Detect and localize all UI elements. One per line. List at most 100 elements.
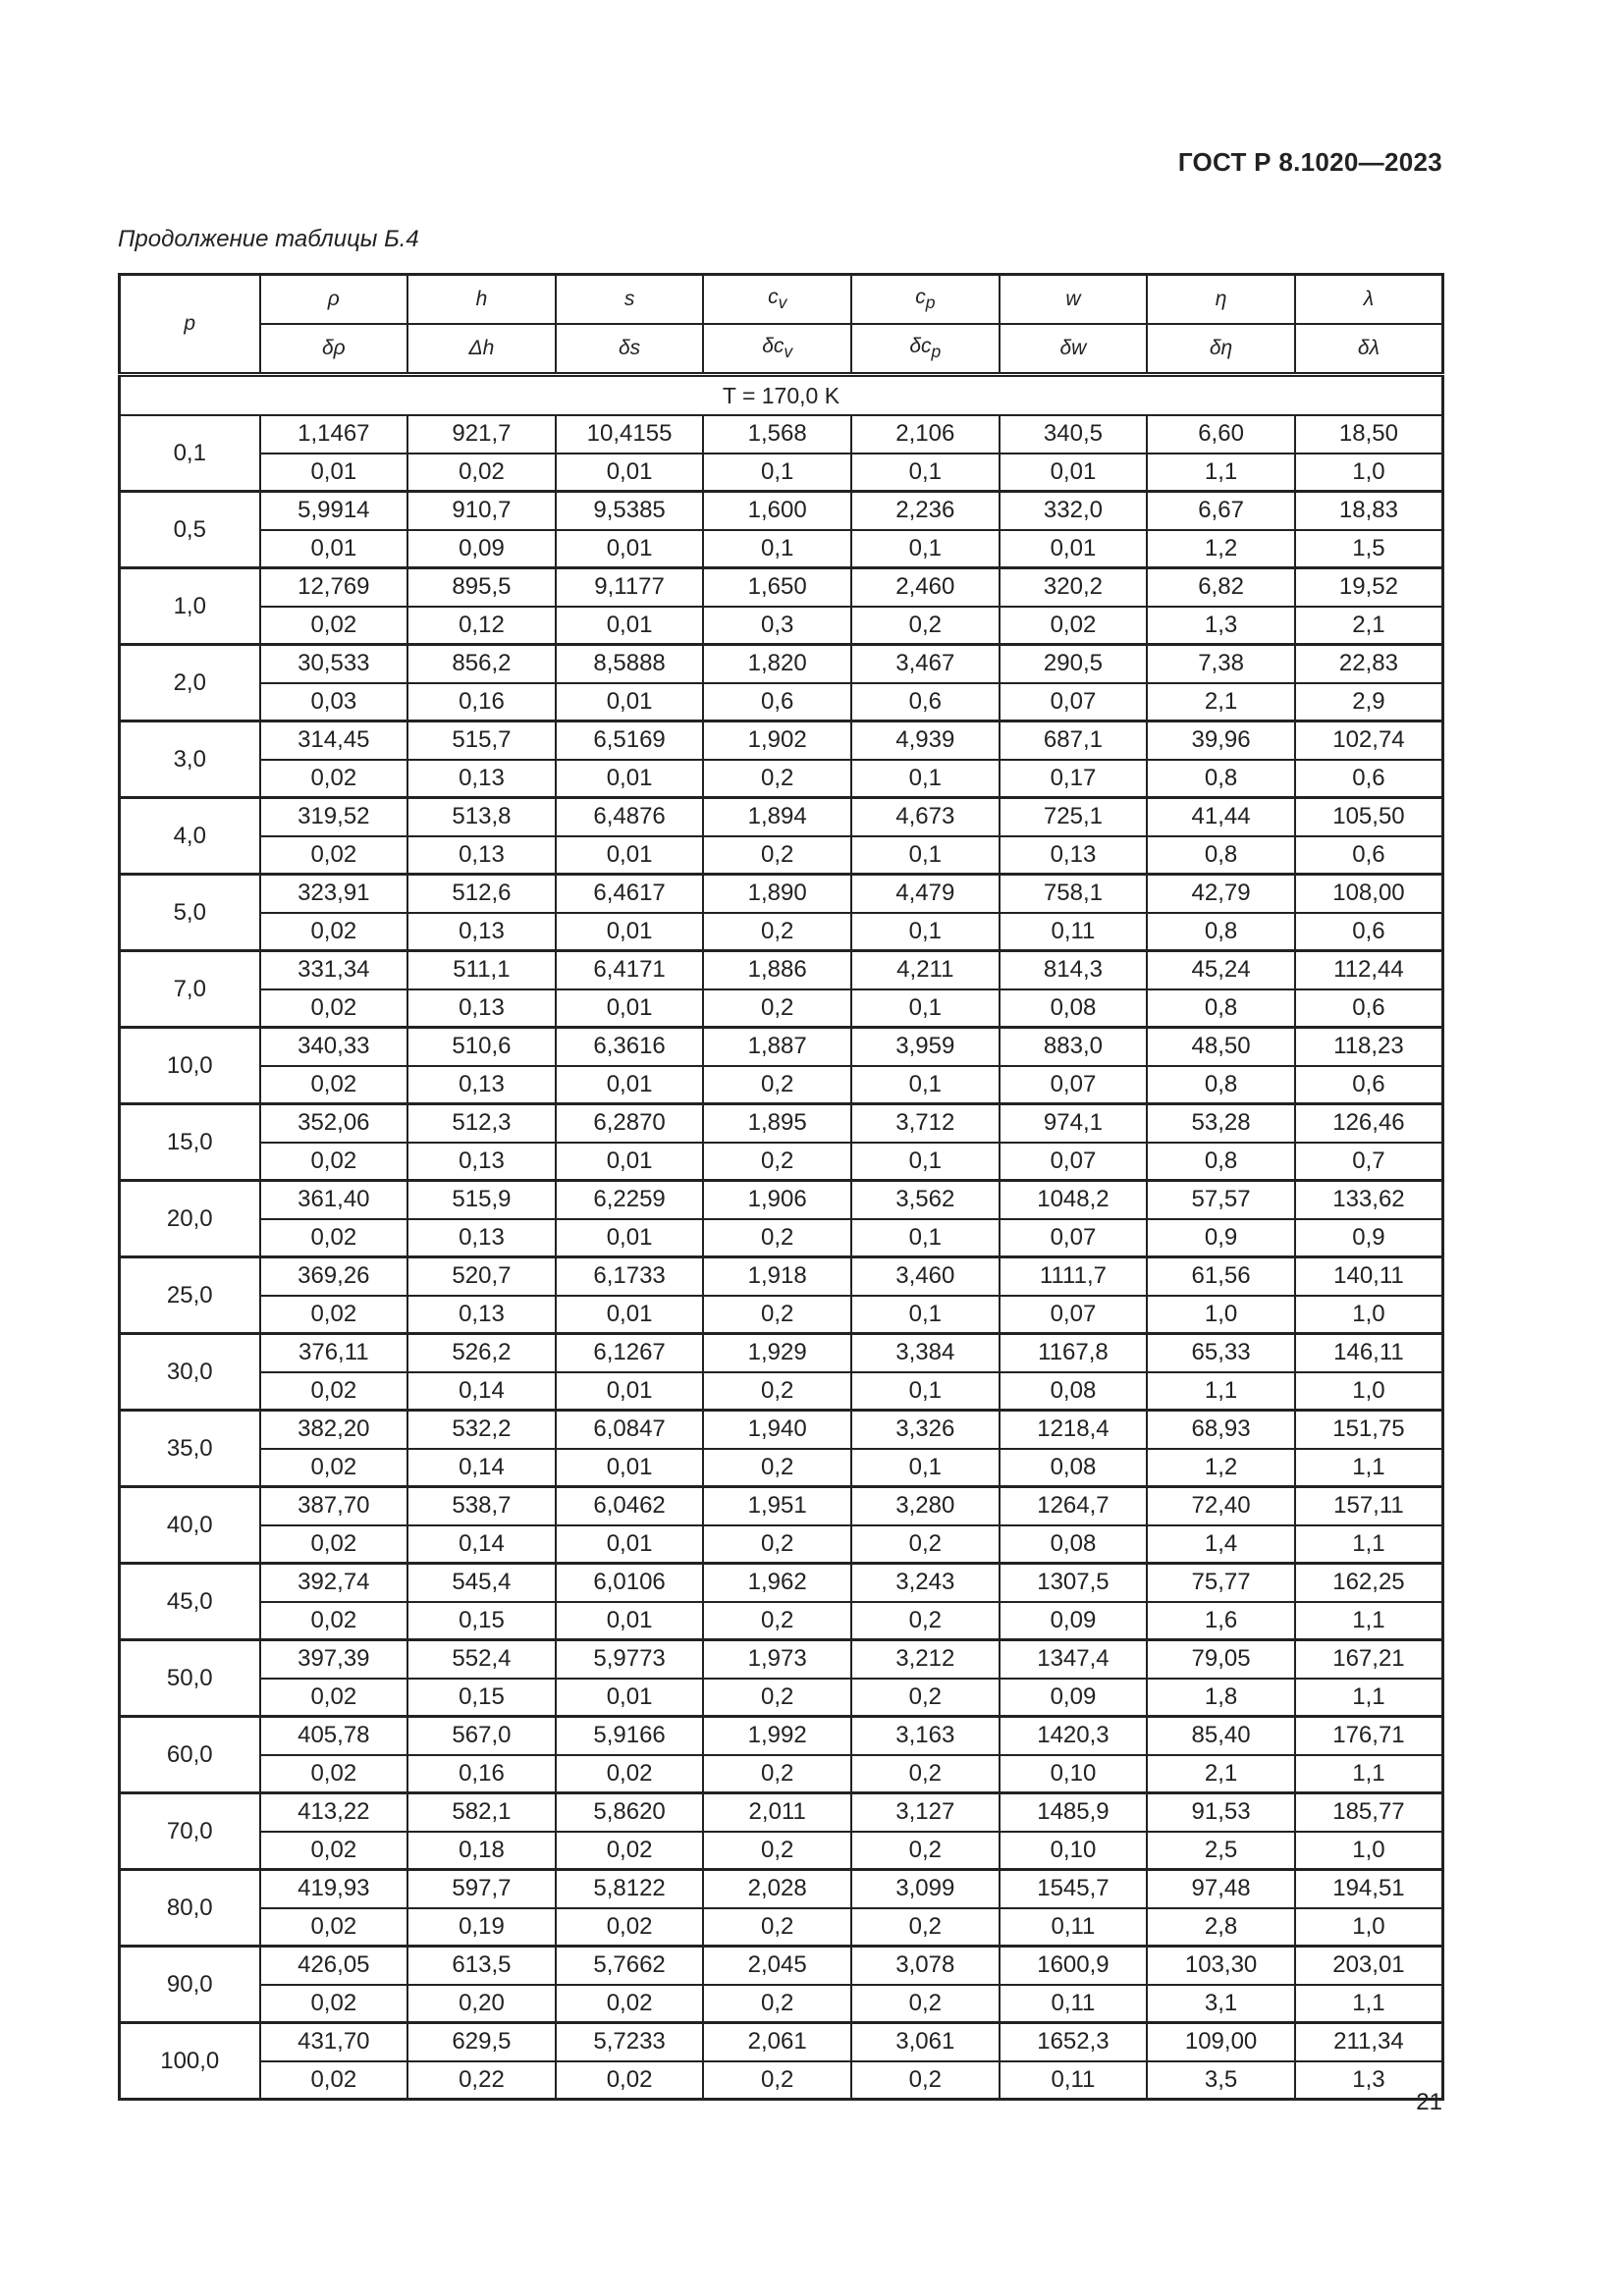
value-cell: 53,28 (1146, 1102, 1296, 1144)
table-row-values: 4,0 319,52 513,8 6,4876 1,894 4,673 725,1 41,44… (118, 796, 1444, 876)
error-cell: 0,6 (1293, 988, 1444, 1029)
value-cell: 1,650 (702, 566, 852, 608)
value-cell: 319,52 (258, 796, 409, 837)
value-cell: 3,127 (850, 1791, 1001, 1833)
error-cell: 0,08 (998, 1370, 1149, 1412)
value-cell: 108,00 (1293, 873, 1444, 914)
value-cell: 552,4 (406, 1638, 557, 1680)
error-cell: 0,13 (406, 834, 557, 876)
value-cell: 6,4171 (554, 949, 705, 990)
table-row-values: 90,0 426,05 613,5 5,7662 2,045 3,078 1600,9 103… (118, 1945, 1444, 2024)
error-cell: 0,6 (1293, 911, 1444, 952)
table-header: p ρ h s cv cp w η λ δρ Δh δs δcv δcp δw δη δλ (118, 273, 1444, 376)
value-cell: 109,00 (1146, 2021, 1296, 2062)
error-cell: 0,8 (1146, 1064, 1296, 1105)
table-row-values: 0,1 1,1467 921,7 10,4155 1,568 2,106 340,5 6,60… (118, 414, 1444, 493)
value-cell: 2,106 (850, 414, 1001, 454)
error-cell: 0,01 (554, 1141, 705, 1182)
error-cell: 0,13 (406, 1217, 557, 1258)
value-cell: 79,05 (1146, 1638, 1296, 1680)
error-cell: 0,13 (406, 988, 557, 1029)
value-cell: 41,44 (1146, 796, 1296, 837)
error-cell: 0,09 (998, 1600, 1149, 1641)
value-cell: 1,918 (702, 1255, 852, 1297)
value-cell: 3,099 (850, 1868, 1001, 1909)
pressure-cell: 30,0 (118, 1332, 261, 1412)
error-cell: 0,11 (998, 1906, 1149, 1948)
table-row-values: 2,0 30,533 856,2 8,5888 1,820 3,467 290,5 7,38 2… (118, 643, 1444, 722)
value-cell: 5,9914 (258, 490, 409, 531)
error-cell: 0,2 (850, 1677, 1001, 1718)
value-cell: 1,887 (702, 1026, 852, 1067)
value-cell: 6,0847 (554, 1409, 705, 1450)
error-cell: 0,2 (702, 1830, 852, 1871)
temperature-row: T = 170,0 K (118, 372, 1444, 416)
error-cell: 1,0 (1293, 1830, 1444, 1871)
value-cell: 883,0 (998, 1026, 1149, 1067)
value-cell: 3,562 (850, 1179, 1001, 1220)
value-cell: 5,8122 (554, 1868, 705, 1909)
error-cell: 0,1 (850, 1217, 1001, 1258)
error-cell: 0,18 (406, 1830, 557, 1871)
error-cell: 0,02 (258, 1830, 409, 1871)
value-cell: 1,568 (702, 414, 852, 454)
value-cell: 211,34 (1293, 2021, 1444, 2062)
error-cell: 0,2 (702, 1294, 852, 1335)
value-cell: 1,895 (702, 1102, 852, 1144)
value-cell: 1652,3 (998, 2021, 1149, 2062)
value-cell: 194,51 (1293, 1868, 1444, 1909)
temperature-label: T = 170,0 K (722, 382, 840, 408)
value-cell: 921,7 (406, 414, 557, 454)
value-cell: 856,2 (406, 643, 557, 684)
value-cell: 1,951 (702, 1485, 852, 1526)
error-cell: 0,10 (998, 1753, 1149, 1794)
table-row-values: 0,5 5,9914 910,7 9,5385 1,600 2,236 332,0 6,67 1… (118, 490, 1444, 569)
value-cell: 6,0462 (554, 1485, 705, 1526)
value-cell: 133,62 (1293, 1179, 1444, 1220)
error-cell: 0,8 (1146, 1141, 1296, 1182)
error-cell: 0,16 (406, 681, 557, 722)
error-cell: 0,02 (258, 911, 409, 952)
table-row-errors: 0,02 0,13 0,01 0,2 0,1 0,13 0,8 0,6 (120, 834, 1444, 876)
header-bottom-1: Δh (406, 323, 557, 376)
error-cell: 0,01 (554, 1600, 705, 1641)
error-cell: 1,2 (1146, 528, 1296, 569)
value-cell: 332,0 (998, 490, 1149, 531)
value-cell: 1,600 (702, 490, 852, 531)
error-cell: 0,1 (850, 1370, 1001, 1412)
error-cell: 0,01 (554, 681, 705, 722)
error-cell: 0,01 (258, 528, 409, 569)
error-cell: 0,02 (258, 1906, 409, 1948)
header-top-5: w (998, 273, 1149, 325)
header-bottom-0: δρ (258, 323, 409, 376)
table-row-errors: 0,02 0,13 0,01 0,2 0,1 0,07 1,0 1,0 (120, 1294, 1444, 1335)
value-cell: 75,77 (1146, 1562, 1296, 1603)
value-cell: 103,30 (1146, 1945, 1296, 1986)
error-cell: 0,12 (406, 605, 557, 646)
value-cell: 57,57 (1146, 1179, 1296, 1220)
error-cell: 0,01 (554, 605, 705, 646)
value-cell: 10,4155 (554, 414, 705, 454)
error-cell: 1,4 (1146, 1523, 1296, 1565)
table-row-values: 20,0 361,40 515,9 6,2259 1,906 3,562 1048,2 57,… (118, 1179, 1444, 1258)
error-cell: 3,5 (1146, 2059, 1296, 2101)
error-cell: 1,1 (1146, 452, 1296, 493)
error-cell: 0,9 (1146, 1217, 1296, 1258)
error-cell: 0,6 (702, 681, 852, 722)
value-cell: 597,7 (406, 1868, 557, 1909)
pressure-cell: 7,0 (118, 949, 261, 1029)
error-cell: 0,8 (1146, 988, 1296, 1029)
value-cell: 91,53 (1146, 1791, 1296, 1833)
value-cell: 5,9166 (554, 1715, 705, 1756)
error-cell: 0,02 (258, 988, 409, 1029)
table-row-errors: 0,02 0,16 0,02 0,2 0,2 0,10 2,1 1,1 (120, 1753, 1444, 1794)
value-cell: 30,533 (258, 643, 409, 684)
value-cell: 39,96 (1146, 720, 1296, 761)
value-cell: 382,20 (258, 1409, 409, 1450)
header-subscript: v (784, 342, 793, 362)
error-cell: 0,14 (406, 1370, 557, 1412)
error-cell: 0,2 (850, 1983, 1001, 2024)
error-cell: 1,1 (1293, 1600, 1444, 1641)
value-cell: 1218,4 (998, 1409, 1149, 1450)
value-cell: 5,7662 (554, 1945, 705, 1986)
